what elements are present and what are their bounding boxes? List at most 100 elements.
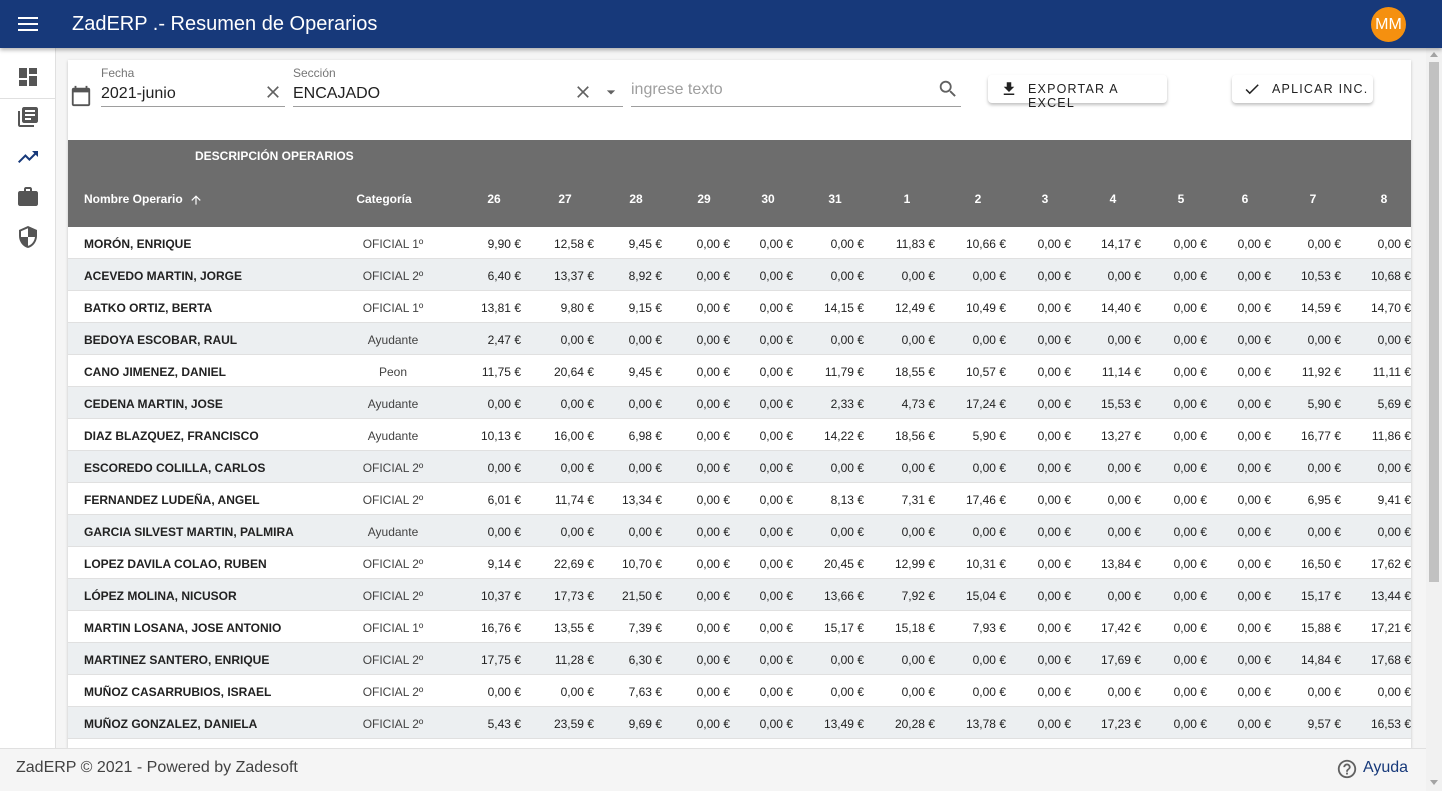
- column-header-day[interactable]: 5: [1177, 192, 1185, 206]
- column-header-day[interactable]: 29: [697, 192, 711, 206]
- day-value-cell: 0,00 €: [901, 685, 935, 699]
- briefcase-icon[interactable]: [16, 185, 40, 209]
- search-input[interactable]: ingrese texto: [631, 81, 723, 98]
- table-row[interactable]: MORÓN, ENRIQUE OFICIAL 1º 9,90 € 12,58 € 9,4…: [68, 227, 1411, 259]
- day-value-cell: 0,00 €: [1173, 621, 1207, 635]
- column-header-day[interactable]: 30: [761, 192, 775, 206]
- export-excel-button[interactable]: EXPORTAR A EXCEL: [988, 75, 1167, 110]
- table-row[interactable]: CANO JIMENEZ, DANIEL Peon 11,75 € 20,64 € 9,…: [68, 355, 1411, 387]
- operario-name: CEDENA MARTIN, JOSE: [84, 397, 223, 411]
- day-value-cell: 0,00 €: [759, 717, 793, 731]
- scroll-down-arrow[interactable]: [1430, 780, 1438, 785]
- column-header-day[interactable]: 28: [629, 192, 643, 206]
- table-row[interactable]: BEDOYA ESCOBAR, RAUL Ayudante 2,47 € 0,00 €…: [68, 323, 1411, 355]
- day-value-cell: 11,74 €: [554, 493, 594, 507]
- apply-inc-button[interactable]: APLICAR INC.: [1232, 75, 1373, 103]
- column-header-day[interactable]: 6: [1241, 192, 1249, 206]
- help-link[interactable]: Ayuda: [1336, 758, 1408, 785]
- table-row[interactable]: MUÑOZ CASARRUBIOS, ISRAEL OFICIAL 2º 0,00 …: [68, 675, 1411, 707]
- day-value-cell: 0,00 €: [696, 653, 730, 667]
- table-row[interactable]: CEDENA MARTIN, JOSE Ayudante 0,00 € 0,00 € 0…: [68, 387, 1411, 419]
- day-value-cell: 0,00 €: [1037, 333, 1071, 347]
- column-header-day[interactable]: 27: [558, 192, 572, 206]
- day-value-cell: 0,00 €: [1377, 333, 1411, 347]
- menu-icon[interactable]: [14, 12, 42, 36]
- sort-ascending-icon[interactable]: [189, 193, 203, 207]
- search-icon[interactable]: [937, 78, 959, 105]
- clear-fecha-icon[interactable]: [263, 82, 283, 107]
- column-header-day[interactable]: 26: [487, 192, 501, 206]
- day-value-cell: 15,17 €: [1300, 589, 1341, 603]
- day-value-cell: 16,53 €: [1370, 717, 1411, 731]
- table-row[interactable]: MARTINEZ SANTERO, ENRIQUE OFICIAL 2º 17,75…: [68, 643, 1411, 675]
- table-row[interactable]: ESCOREDO COLILLA, CARLOS OFICIAL 2º 0,00 €…: [68, 451, 1411, 483]
- column-header-name[interactable]: Nombre Operario: [84, 192, 203, 207]
- day-value-cell: 7,39 €: [628, 621, 662, 635]
- table-row[interactable]: LOPEZ DAVILA COLAO, RUBEN OFICIAL 2º 9,14 …: [68, 547, 1411, 579]
- seccion-select[interactable]: ENCAJADO: [293, 85, 381, 102]
- day-value-cell: 0,00 €: [1037, 365, 1071, 379]
- day-value-cell: 0,00 €: [759, 557, 793, 571]
- day-value-cell: 0,00 €: [759, 237, 793, 251]
- day-value-cell: 0,00 €: [1173, 653, 1207, 667]
- day-value-cell: 0,00 €: [487, 685, 521, 699]
- column-header-day[interactable]: 7: [1309, 192, 1317, 206]
- table-row[interactable]: FERNANDEZ LUDEÑA, ANGEL OFICIAL 2º 6,01 € 1…: [68, 483, 1411, 515]
- operarios-card: Fecha 2021-junio Sección ENCAJADO ingres…: [68, 60, 1411, 748]
- day-value-cell: 0,00 €: [696, 333, 730, 347]
- column-header-day[interactable]: 31: [828, 192, 842, 206]
- table-row[interactable]: DIAZ BLAZQUEZ, FRANCISCO Ayudante 10,13 € 1…: [68, 419, 1411, 451]
- day-value-cell: 6,95 €: [1307, 493, 1341, 507]
- library-books-icon[interactable]: [16, 105, 40, 129]
- day-value-cell: 17,68 €: [1370, 653, 1411, 667]
- day-value-cell: 16,00 €: [553, 429, 594, 443]
- column-header-day[interactable]: 8: [1380, 192, 1388, 206]
- day-value-cell: 9,14 €: [487, 557, 521, 571]
- operario-category: OFICIAL 2º: [362, 717, 424, 731]
- page-scrollbar[interactable]: [1426, 48, 1442, 791]
- day-value-cell: 0,00 €: [560, 461, 594, 475]
- day-value-cell: 0,00 €: [628, 461, 662, 475]
- chevron-down-icon[interactable]: [601, 82, 621, 107]
- table-row[interactable]: ACEVEDO MARTIN, JORGE OFICIAL 2º 6,40 € 13,…: [68, 259, 1411, 291]
- day-value-cell: 11,14 €: [1101, 365, 1141, 379]
- day-value-cell: 0,00 €: [972, 525, 1006, 539]
- dashboard-icon[interactable]: [16, 65, 40, 89]
- day-value-cell: 0,00 €: [1173, 333, 1207, 347]
- day-value-cell: 0,00 €: [696, 493, 730, 507]
- column-header-day[interactable]: 2: [974, 192, 982, 206]
- day-value-cell: 0,00 €: [759, 589, 793, 603]
- calendar-icon[interactable]: [70, 84, 92, 113]
- day-value-cell: 0,00 €: [1037, 397, 1071, 411]
- column-header-day[interactable]: 1: [903, 192, 911, 206]
- column-header-day[interactable]: 4: [1109, 192, 1117, 206]
- fecha-field[interactable]: 2021-junio: [101, 85, 176, 102]
- trending-up-icon[interactable]: [16, 145, 40, 169]
- shield-icon[interactable]: [16, 225, 40, 249]
- day-value-cell: 5,90 €: [1307, 397, 1341, 411]
- column-header-day[interactable]: 3: [1041, 192, 1049, 206]
- table-row[interactable]: LÓPEZ MOLINA, NICUSOR OFICIAL 2º 10,37 € 17…: [68, 579, 1411, 611]
- avatar[interactable]: MM: [1371, 7, 1406, 42]
- day-value-cell: 11,92 €: [1301, 365, 1341, 379]
- table-row[interactable]: MARTIN LOSANA, JOSE ANTONIO OFICIAL 1º 16,…: [68, 611, 1411, 643]
- day-value-cell: 10,57 €: [965, 365, 1006, 379]
- day-value-cell: 0,00 €: [830, 525, 864, 539]
- day-value-cell: 0,00 €: [759, 621, 793, 635]
- table-row[interactable]: MUÑOZ GONZALEZ, DANIELA OFICIAL 2º 5,43 € 2…: [68, 707, 1411, 739]
- operario-category: OFICIAL 2º: [362, 493, 424, 507]
- day-value-cell: 16,77 €: [1300, 429, 1341, 443]
- table-row[interactable]: BATKO ORTIZ, BERTA OFICIAL 1º 13,81 € 9,80 …: [68, 291, 1411, 323]
- scroll-thumb[interactable]: [1429, 62, 1439, 582]
- day-value-cell: 0,00 €: [759, 461, 793, 475]
- clear-seccion-icon[interactable]: [573, 82, 593, 107]
- search-underline: [631, 106, 961, 107]
- sidebar: [0, 48, 56, 748]
- table-row[interactable]: GARCIA SILVEST MARTIN, PALMIRA Ayudante 0,…: [68, 515, 1411, 547]
- day-value-cell: 0,00 €: [1107, 461, 1141, 475]
- column-header-category[interactable]: Categoría: [356, 192, 412, 206]
- day-value-cell: 0,00 €: [1107, 685, 1141, 699]
- day-value-cell: 18,55 €: [894, 365, 935, 379]
- scroll-up-arrow[interactable]: [1430, 52, 1438, 57]
- day-value-cell: 10,49 €: [965, 301, 1006, 315]
